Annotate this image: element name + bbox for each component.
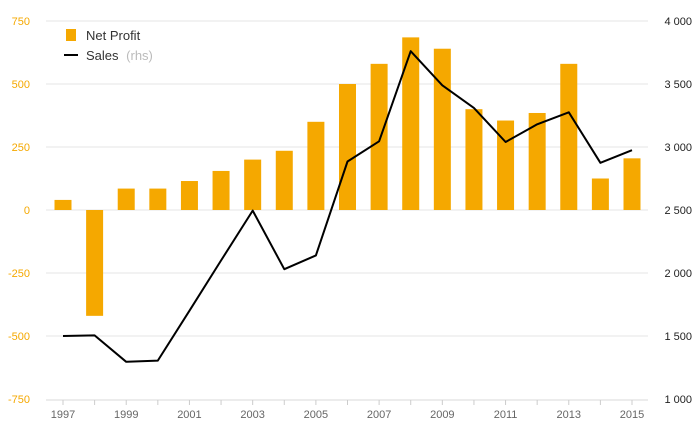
y-right-tick-label: 1 000 [664, 394, 692, 406]
net-profit-bar [149, 188, 167, 210]
x-tick-label: 2001 [177, 409, 201, 421]
net-profit-bars [54, 37, 641, 316]
y-right-tick-label: 1 500 [664, 331, 692, 343]
y-left-tick-label: -500 [8, 331, 30, 343]
net-profit-bar [275, 150, 293, 210]
x-tick-label: 2011 [494, 409, 518, 421]
x-tick-label: 2013 [557, 409, 581, 421]
net-profit-bar [212, 170, 230, 210]
net-profit-bar [86, 210, 104, 316]
net-profit-bar [117, 188, 135, 210]
net-profit-bar [528, 112, 546, 210]
legend-label-sales-suffix: (rhs) [126, 48, 153, 63]
x-tick-label: 2009 [430, 409, 454, 421]
y-right-tick-label: 2 500 [664, 205, 692, 217]
net-profit-bar [180, 181, 198, 210]
y-right-tick-label: 3 500 [664, 79, 692, 91]
y-left-tick-label: -750 [8, 394, 30, 406]
x-tick-label: 2007 [367, 409, 391, 421]
net-profit-bar [560, 63, 578, 211]
net-profit-bar [623, 158, 641, 210]
net-profit-bar [465, 109, 483, 210]
axes: 750 500 250 0 -250 -500 -750 4 000 3 500 3 000 2 5… [8, 16, 692, 421]
net-profit-bar [244, 159, 262, 210]
svg-text:Sales (rhs): Sales (rhs) [86, 48, 153, 63]
net-profit-bar [339, 84, 356, 210]
x-tick-label: 2005 [304, 409, 328, 421]
y-left-tick-label: 500 [12, 79, 30, 91]
y-right-tick-label: 3 000 [664, 142, 692, 154]
legend-label-net-profit: Net Profit [86, 28, 141, 43]
net-profit-bar [402, 37, 420, 210]
x-tick-label: 2015 [620, 409, 644, 421]
y-right-tick-label: 2 000 [664, 268, 692, 280]
y-left-tick-label: 750 [12, 16, 30, 28]
x-tick-label: 1997 [51, 409, 75, 421]
net-profit-bar [591, 178, 609, 210]
x-tick-label: 1999 [114, 409, 138, 421]
y-left-tick-label: 250 [12, 142, 30, 154]
net-profit-bar [433, 48, 451, 210]
legend: Net Profit Sales (rhs) [64, 28, 153, 63]
net-profit-bar [54, 199, 72, 210]
y-right-tick-label: 4 000 [664, 16, 692, 28]
legend-swatch-net-profit [66, 29, 76, 41]
sales-line [62, 50, 633, 363]
x-tick-label: 2003 [240, 409, 264, 421]
legend-label-sales: Sales [86, 48, 119, 63]
y-left-tick-label: -250 [8, 268, 30, 280]
net-profit-bar [497, 120, 515, 210]
net-profit-bar [370, 63, 388, 211]
net-profit-bar [307, 121, 325, 210]
y-left-tick-label: 0 [24, 205, 30, 217]
sales-line-layer [62, 50, 633, 363]
